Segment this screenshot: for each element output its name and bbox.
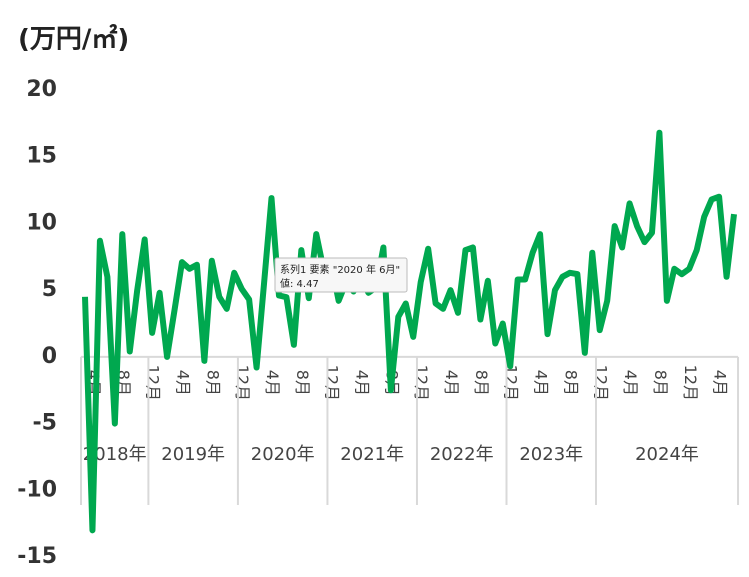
year-label: 2024年 [635, 444, 699, 465]
year-label: 2020年 [251, 444, 315, 465]
x-tick-label: 4月 [532, 370, 551, 396]
x-tick-label: 12月 [502, 365, 521, 401]
x-tick-label: 4月 [353, 370, 372, 396]
y-tick-label: -5 [33, 411, 57, 436]
x-tick-label: 12月 [323, 365, 342, 401]
x-tick-label: 4月 [263, 370, 282, 396]
x-tick-label: 12月 [591, 365, 610, 401]
x-tick-label: 8月 [561, 370, 580, 396]
x-tick-label: 8月 [651, 370, 670, 396]
year-label: 2021年 [340, 444, 404, 465]
x-tick-label: 12月 [233, 365, 252, 401]
x-tick-label: 8月 [203, 370, 222, 396]
x-tick-label: 8月 [293, 370, 312, 396]
x-tick-label: 12月 [144, 365, 163, 401]
x-tick-label: 4月 [173, 370, 192, 396]
year-label: 2018年 [83, 444, 147, 465]
y-tick-label: 15 [26, 144, 57, 169]
y-tick-label: -15 [17, 544, 57, 569]
tooltip-text: 値: 4.47 [280, 277, 319, 290]
y-tick-label: 0 [42, 344, 57, 369]
x-tick-label: 12月 [412, 365, 431, 401]
tooltip-box [274, 257, 408, 293]
y-tick-label: 5 [42, 277, 57, 302]
year-label: 2022年 [430, 444, 494, 465]
year-label: 2023年 [519, 444, 583, 465]
x-tick-label: 4月 [711, 370, 730, 396]
x-tick-label: 4月 [442, 370, 461, 396]
y-axis-title: (万円/㎡) [18, 24, 129, 55]
y-tick-label: -10 [17, 477, 57, 502]
y-tick-label: 10 [26, 210, 57, 235]
x-tick-label: 12月 [681, 365, 700, 401]
year-label: 2019年 [161, 444, 225, 465]
series-line [82, 129, 737, 534]
tooltip-title: 系列1 要素 "2020 年 6月" [280, 263, 400, 276]
x-tick-label: 4月 [621, 370, 640, 396]
x-tick-label: 8月 [472, 370, 491, 396]
y-tick-label: 20 [26, 77, 57, 102]
